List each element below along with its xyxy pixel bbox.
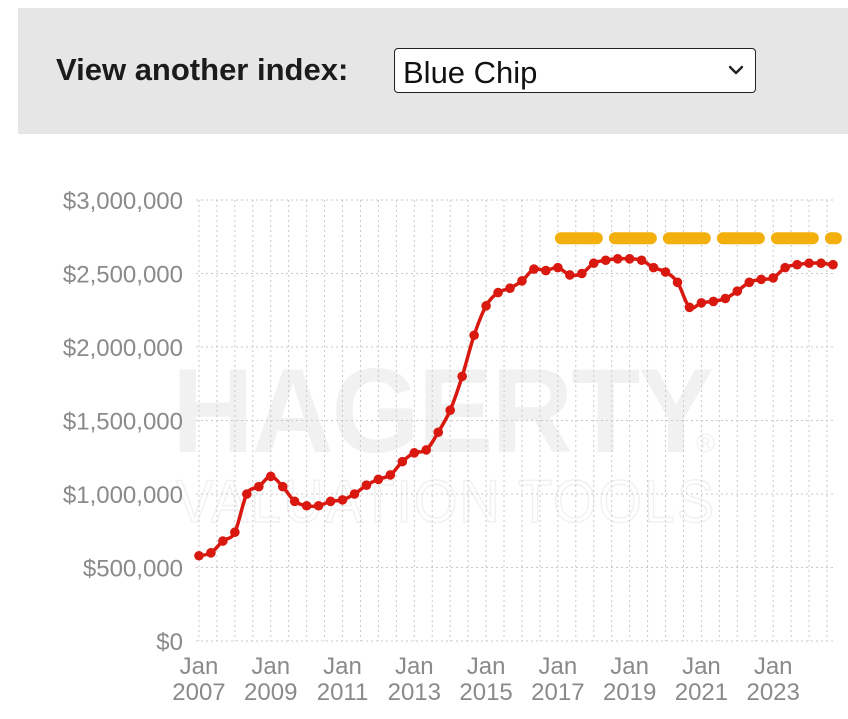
- data-point: [624, 253, 635, 264]
- data-point: [828, 259, 838, 270]
- data-point: [337, 495, 348, 505]
- x-tick-label-year: 2023: [746, 679, 799, 706]
- data-point: [505, 283, 515, 294]
- watermark-registered-mark: ®: [696, 428, 715, 458]
- index-select-value: Blue Chip: [403, 55, 538, 90]
- x-tick-label-year: 2007: [172, 679, 225, 706]
- x-tick-label-month: Jan: [754, 653, 793, 680]
- data-point: [816, 258, 826, 269]
- data-point: [756, 274, 767, 285]
- chevron-down-icon: [728, 65, 744, 75]
- x-tick-label-month: Jan: [180, 653, 219, 680]
- data-point: [349, 489, 360, 499]
- data-point: [493, 287, 503, 298]
- data-point: [361, 480, 372, 490]
- data-point: [218, 536, 228, 546]
- data-point: [289, 496, 300, 507]
- x-tick-label-month: Jan: [610, 653, 649, 680]
- data-point: [409, 448, 420, 458]
- x-tick-label-month: Jan: [467, 653, 506, 680]
- data-point: [648, 262, 659, 273]
- data-point: [385, 470, 396, 480]
- x-axis-ticks: Jan2007Jan2009Jan2011Jan2013Jan2015Jan20…: [172, 653, 800, 706]
- data-point: [612, 253, 623, 264]
- y-tick-label: $1,000,000: [63, 482, 183, 509]
- data-point: [421, 445, 432, 455]
- data-point: [445, 405, 455, 416]
- x-tick-label-year: 2017: [531, 679, 584, 706]
- data-point: [253, 481, 264, 492]
- data-point: [636, 255, 647, 266]
- data-point: [277, 481, 288, 492]
- data-point: [433, 427, 444, 438]
- data-point: [672, 277, 683, 288]
- data-point: [242, 489, 252, 499]
- x-tick-label-month: Jan: [251, 653, 290, 680]
- data-point: [325, 496, 336, 507]
- data-point: [313, 500, 324, 511]
- data-point: [517, 276, 527, 286]
- y-tick-label: $2,000,000: [63, 335, 183, 362]
- data-point: [792, 259, 802, 270]
- index-selector-label: View another index:: [56, 52, 349, 87]
- data-point: [744, 277, 755, 288]
- x-tick-label-year: 2009: [244, 679, 297, 706]
- y-tick-label: $0: [156, 629, 183, 656]
- y-tick-label: $500,000: [83, 556, 183, 583]
- data-point: [457, 371, 467, 382]
- data-point: [660, 267, 671, 277]
- data-point: [265, 471, 276, 482]
- x-tick-label-year: 2019: [603, 679, 656, 706]
- data-point: [529, 264, 539, 274]
- x-tick-label-year: 2021: [675, 679, 728, 706]
- y-tick-label: $2,500,000: [63, 262, 183, 289]
- y-tick-label: $3,000,000: [63, 188, 183, 215]
- data-point: [696, 298, 707, 308]
- data-point: [576, 268, 587, 279]
- watermark-sub-text: VALUATION TOOLS: [176, 468, 716, 535]
- data-point: [720, 293, 731, 304]
- y-tick-label: $1,500,000: [63, 409, 183, 436]
- index-selector-panel: View another index: Blue Chip: [18, 8, 848, 134]
- data-point: [301, 500, 312, 511]
- x-tick-label-month: Jan: [539, 653, 578, 680]
- index-select[interactable]: Blue Chip: [394, 48, 756, 93]
- data-point: [469, 330, 479, 341]
- x-tick-label-month: Jan: [682, 653, 721, 680]
- chart-grid: [196, 199, 836, 642]
- data-point: [708, 296, 719, 307]
- data-point: [684, 302, 695, 313]
- data-point: [553, 262, 563, 273]
- x-tick-label-month: Jan: [323, 653, 362, 680]
- hagerty-watermark: HAGERTY ® VALUATION TOOLS: [172, 344, 716, 536]
- data-point: [230, 527, 240, 538]
- data-point: [588, 258, 599, 269]
- series-group: [194, 253, 838, 561]
- data-point: [481, 301, 491, 311]
- x-tick-label-year: 2015: [459, 679, 512, 706]
- x-tick-label-month: Jan: [395, 653, 434, 680]
- x-tick-label-year: 2013: [388, 679, 441, 706]
- data-point: [732, 286, 743, 296]
- x-tick-label-year: 2011: [317, 679, 369, 706]
- data-point: [397, 456, 408, 467]
- data-point: [780, 262, 790, 273]
- y-axis-ticks: $0 $500,000 $1,000,000 $1,500,000 $2,000,000…: [63, 188, 183, 656]
- data-point: [804, 258, 814, 269]
- data-point: [194, 550, 204, 561]
- data-point: [541, 265, 551, 276]
- watermark-main-text: HAGERTY: [172, 344, 713, 478]
- data-point: [600, 255, 611, 266]
- data-point: [206, 548, 216, 558]
- data-point: [565, 270, 575, 280]
- data-point: [373, 474, 384, 485]
- data-point: [768, 273, 778, 283]
